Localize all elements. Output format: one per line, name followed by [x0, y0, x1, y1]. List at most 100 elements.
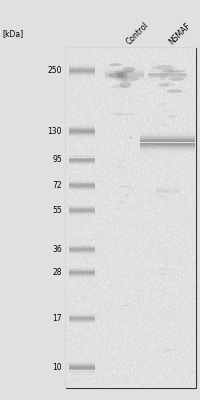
Bar	[69, 131, 95, 132]
Bar	[69, 269, 95, 270]
Bar	[69, 184, 95, 185]
Bar	[69, 321, 95, 322]
Bar	[69, 315, 95, 316]
Ellipse shape	[122, 114, 134, 115]
Text: 17: 17	[52, 314, 62, 323]
Bar	[69, 318, 95, 319]
Bar	[69, 67, 95, 68]
Bar	[69, 316, 95, 317]
Bar	[69, 64, 95, 65]
Bar	[69, 76, 95, 77]
Bar	[69, 137, 95, 138]
Bar	[69, 324, 95, 325]
Ellipse shape	[116, 76, 139, 82]
Bar	[140, 145, 195, 146]
Bar	[148, 75, 187, 76]
Bar	[69, 161, 95, 162]
Bar	[105, 71, 144, 72]
Bar	[69, 252, 95, 253]
Ellipse shape	[162, 103, 167, 104]
Bar	[105, 72, 144, 73]
Bar	[69, 125, 95, 126]
Bar	[140, 146, 195, 147]
Bar	[69, 366, 95, 367]
Ellipse shape	[167, 115, 178, 118]
Bar	[69, 273, 95, 274]
Ellipse shape	[159, 196, 164, 197]
Ellipse shape	[158, 83, 169, 87]
Ellipse shape	[166, 90, 183, 93]
Bar	[105, 67, 144, 68]
Bar	[105, 77, 144, 78]
Text: 28: 28	[52, 268, 62, 277]
Bar	[148, 71, 187, 72]
Bar	[69, 165, 95, 166]
Text: 72: 72	[52, 181, 62, 190]
Bar	[69, 367, 95, 368]
Bar	[69, 314, 95, 315]
Text: 10: 10	[52, 363, 62, 372]
Ellipse shape	[114, 113, 123, 116]
Bar	[69, 183, 95, 184]
Ellipse shape	[114, 70, 135, 73]
Bar	[69, 312, 95, 313]
Bar	[140, 142, 195, 143]
Bar	[140, 147, 195, 148]
Bar	[69, 373, 95, 374]
Bar	[140, 153, 195, 154]
Bar	[69, 268, 95, 269]
Bar	[69, 216, 95, 217]
Bar	[148, 78, 187, 79]
Bar	[69, 158, 95, 159]
Bar	[69, 191, 95, 192]
Bar	[69, 186, 95, 187]
Ellipse shape	[123, 194, 129, 196]
Ellipse shape	[167, 70, 174, 73]
Bar	[140, 150, 195, 151]
Bar	[69, 159, 95, 160]
Bar	[69, 255, 95, 256]
Bar	[105, 73, 144, 74]
Bar	[105, 68, 144, 69]
Bar	[69, 74, 95, 75]
Bar	[69, 130, 95, 131]
Bar	[69, 127, 95, 128]
Ellipse shape	[112, 85, 127, 88]
Bar	[69, 188, 95, 189]
Bar	[140, 152, 195, 153]
Bar	[140, 132, 195, 133]
Bar	[69, 162, 95, 163]
Bar	[69, 246, 95, 247]
Bar	[69, 360, 95, 361]
Bar	[105, 81, 144, 82]
Bar	[148, 80, 187, 81]
Bar	[69, 134, 95, 135]
Bar	[69, 210, 95, 211]
Bar	[148, 79, 187, 80]
Ellipse shape	[129, 136, 133, 139]
Bar	[148, 73, 187, 74]
Bar	[69, 211, 95, 212]
Bar	[69, 249, 95, 250]
Bar	[69, 73, 95, 74]
Ellipse shape	[165, 82, 175, 87]
Bar	[69, 251, 95, 252]
Bar	[69, 207, 95, 208]
Bar	[69, 208, 95, 209]
Bar	[140, 144, 195, 145]
Bar	[69, 70, 95, 71]
Bar	[140, 134, 195, 135]
Bar	[69, 274, 95, 275]
Text: Control: Control	[124, 20, 151, 46]
Bar	[69, 266, 95, 267]
Bar	[69, 244, 95, 245]
Bar	[69, 267, 95, 268]
Bar	[69, 276, 95, 277]
Bar	[69, 206, 95, 207]
Bar	[69, 313, 95, 314]
Bar	[69, 372, 95, 373]
Bar	[140, 141, 195, 142]
Ellipse shape	[168, 78, 184, 81]
Bar	[69, 132, 95, 133]
Bar	[69, 124, 95, 125]
